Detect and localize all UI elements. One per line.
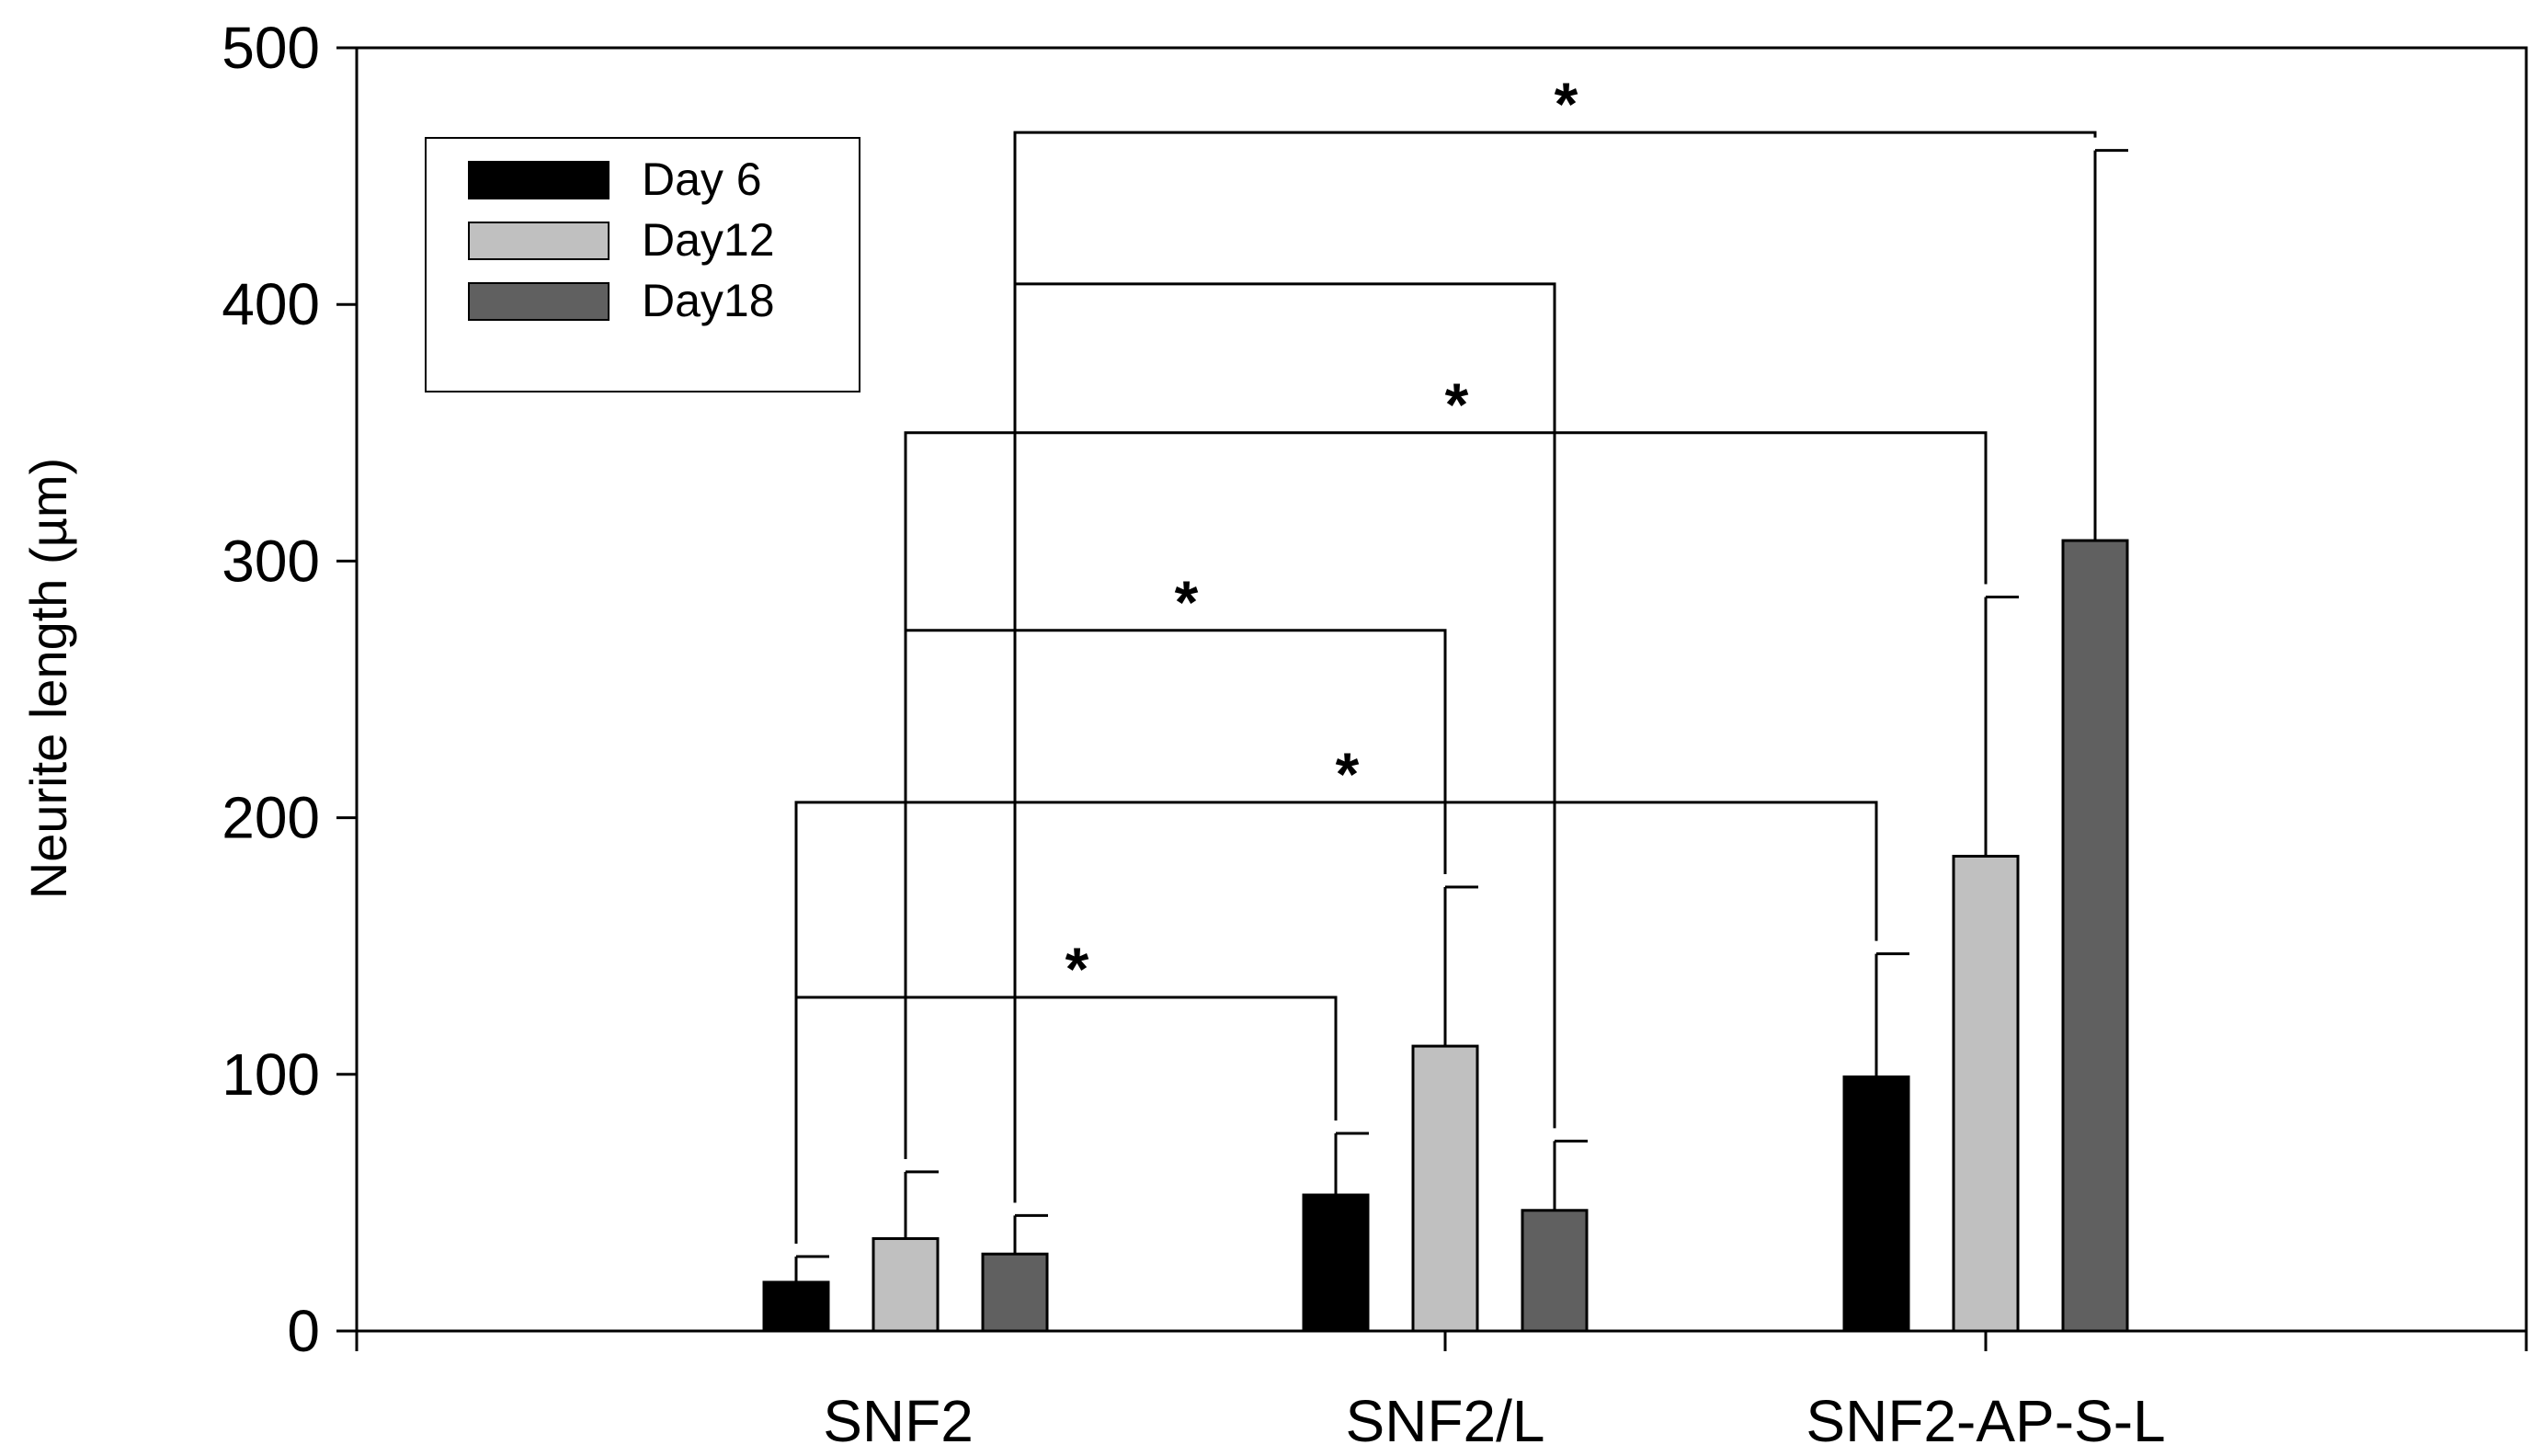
- bar: [1521, 1209, 1589, 1333]
- bar: [2061, 539, 2129, 1333]
- significance-bracket: [794, 801, 1878, 1245]
- significance-label: *: [1175, 568, 1199, 636]
- legend-label: Day18: [642, 275, 775, 326]
- bar: [1842, 1075, 1910, 1333]
- y-tick-label: 100: [222, 1041, 320, 1108]
- significance-label: *: [1555, 70, 1578, 138]
- bar: [1302, 1193, 1370, 1333]
- significance-bracket: [904, 629, 1447, 1159]
- bar: [762, 1280, 830, 1333]
- y-tick-label: 0: [287, 1298, 320, 1364]
- bar: [981, 1252, 1049, 1333]
- legend-swatch: [468, 161, 610, 199]
- y-tick-label: 400: [222, 271, 320, 337]
- y-axis-label: Neurite length (µm): [19, 458, 77, 899]
- y-tick-label: 500: [222, 15, 320, 81]
- bar: [872, 1236, 940, 1333]
- x-tick-label: SNF2: [823, 1388, 974, 1454]
- bar: [1411, 1044, 1479, 1333]
- significance-brackets-group: * * * * *: [794, 70, 2097, 1245]
- x-tick-label: SNF2/L: [1346, 1388, 1545, 1454]
- significance-label: *: [1065, 935, 1089, 1003]
- legend-swatch: [468, 282, 610, 321]
- axes-group: 0 100 200 300 400 500 SNF2 SNF2/L SNF2-AP-S-L: [222, 15, 2528, 1454]
- x-tick-label: SNF2-AP-S-L: [1806, 1388, 2165, 1454]
- legend-swatch: [468, 222, 610, 260]
- significance-bracket: [904, 431, 1988, 1159]
- legend-label: Day 6: [642, 154, 762, 205]
- bar: [1952, 854, 2020, 1333]
- significance-label: *: [1445, 370, 1469, 438]
- y-tick-label: 300: [222, 528, 320, 594]
- significance-bracket: [1013, 131, 2097, 1203]
- significance-bracket: [794, 995, 1338, 1245]
- legend: Day 6 Day12 Day18: [425, 137, 860, 392]
- error-bars-group: [794, 149, 2128, 1282]
- significance-label: *: [1336, 740, 1360, 808]
- legend-label: Day12: [642, 214, 775, 266]
- y-tick-label: 200: [222, 785, 320, 851]
